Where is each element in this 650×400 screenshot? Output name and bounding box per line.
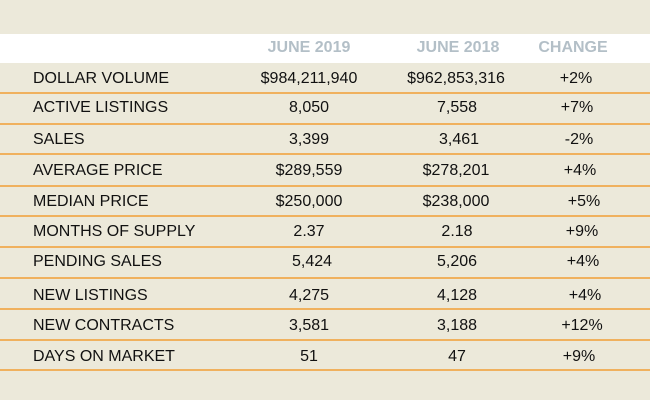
- value-june-2019: $984,211,940: [260, 70, 358, 87]
- row-label: DOLLAR VOLUME: [33, 70, 170, 87]
- column-header-june-2018: JUNE 2018: [416, 39, 500, 56]
- value-june-2019: 2.37: [293, 223, 325, 240]
- row-label: SALES: [33, 131, 85, 148]
- row-label: ACTIVE LISTINGS: [33, 99, 169, 116]
- row-label: AVERAGE PRICE: [33, 162, 163, 179]
- row-label: DAYS ON MARKET: [33, 348, 175, 365]
- value-june-2018: 7,558: [436, 99, 478, 116]
- table-row-days-on-market: DAYS ON MARKET 51 47 +9%: [0, 346, 650, 368]
- value-change: +4%: [568, 287, 602, 304]
- table-row-months-of-supply: MONTHS OF SUPPLY 2.37 2.18 +9%: [0, 221, 650, 243]
- value-june-2018: $278,201: [422, 162, 490, 179]
- value-june-2018: 3,188: [436, 317, 478, 334]
- row-label: PENDING SALES: [33, 253, 162, 270]
- row-separator: [0, 246, 650, 248]
- row-label: NEW LISTINGS: [33, 287, 148, 304]
- table-row-dollar-volume: DOLLAR VOLUME $984,211,940 $962,853,316 …: [0, 68, 650, 90]
- value-change: -2%: [564, 131, 594, 148]
- value-june-2019: 5,424: [291, 253, 333, 270]
- table-row-median-price: MEDIAN PRICE $250,000 $238,000 +5%: [0, 191, 650, 213]
- row-separator: [0, 369, 650, 371]
- row-label: MONTHS OF SUPPLY: [33, 223, 196, 240]
- table-header: [0, 34, 650, 63]
- value-change: +7%: [560, 99, 594, 116]
- row-label: MEDIAN PRICE: [33, 193, 149, 210]
- value-june-2019: $289,559: [275, 162, 343, 179]
- value-change: +2%: [559, 70, 593, 87]
- row-separator: [0, 277, 650, 279]
- table-row-average-price: AVERAGE PRICE $289,559 $278,201 +4%: [0, 160, 650, 182]
- value-june-2018: $962,853,316: [407, 70, 505, 87]
- column-header-june-2019: JUNE 2019: [267, 39, 351, 56]
- row-separator: [0, 308, 650, 310]
- row-separator: [0, 92, 650, 94]
- value-change: +4%: [566, 253, 600, 270]
- column-header-change: CHANGE: [538, 39, 608, 56]
- value-june-2018: 2.18: [441, 223, 473, 240]
- table-row-new-listings: NEW LISTINGS 4,275 4,128 +4%: [0, 285, 650, 307]
- table-row-new-contracts: NEW CONTRACTS 3,581 3,188 +12%: [0, 315, 650, 337]
- value-june-2018: $238,000: [422, 193, 490, 210]
- value-change: +9%: [562, 348, 596, 365]
- row-separator: [0, 185, 650, 187]
- value-change: +9%: [565, 223, 599, 240]
- value-june-2018: 3,461: [438, 131, 480, 148]
- table-row-active-listings: ACTIVE LISTINGS 8,050 7,558 +7%: [0, 97, 650, 119]
- row-separator: [0, 339, 650, 341]
- value-june-2019: 3,399: [288, 131, 330, 148]
- row-label: NEW CONTRACTS: [33, 317, 175, 334]
- value-june-2018: 4,128: [436, 287, 478, 304]
- value-june-2018: 47: [448, 348, 466, 365]
- value-june-2018: 5,206: [436, 253, 478, 270]
- row-separator: [0, 215, 650, 217]
- value-june-2019: 8,050: [288, 99, 330, 116]
- value-june-2019: 51: [300, 348, 318, 365]
- value-change: +5%: [567, 193, 601, 210]
- value-june-2019: $250,000: [275, 193, 343, 210]
- value-june-2019: 3,581: [288, 317, 330, 334]
- value-change: +4%: [563, 162, 597, 179]
- value-change: +12%: [561, 317, 603, 334]
- value-june-2019: 4,275: [288, 287, 330, 304]
- table-row-pending-sales: PENDING SALES 5,424 5,206 +4%: [0, 251, 650, 273]
- row-separator: [0, 153, 650, 155]
- row-separator: [0, 123, 650, 125]
- table-row-sales: SALES 3,399 3,461 -2%: [0, 129, 650, 151]
